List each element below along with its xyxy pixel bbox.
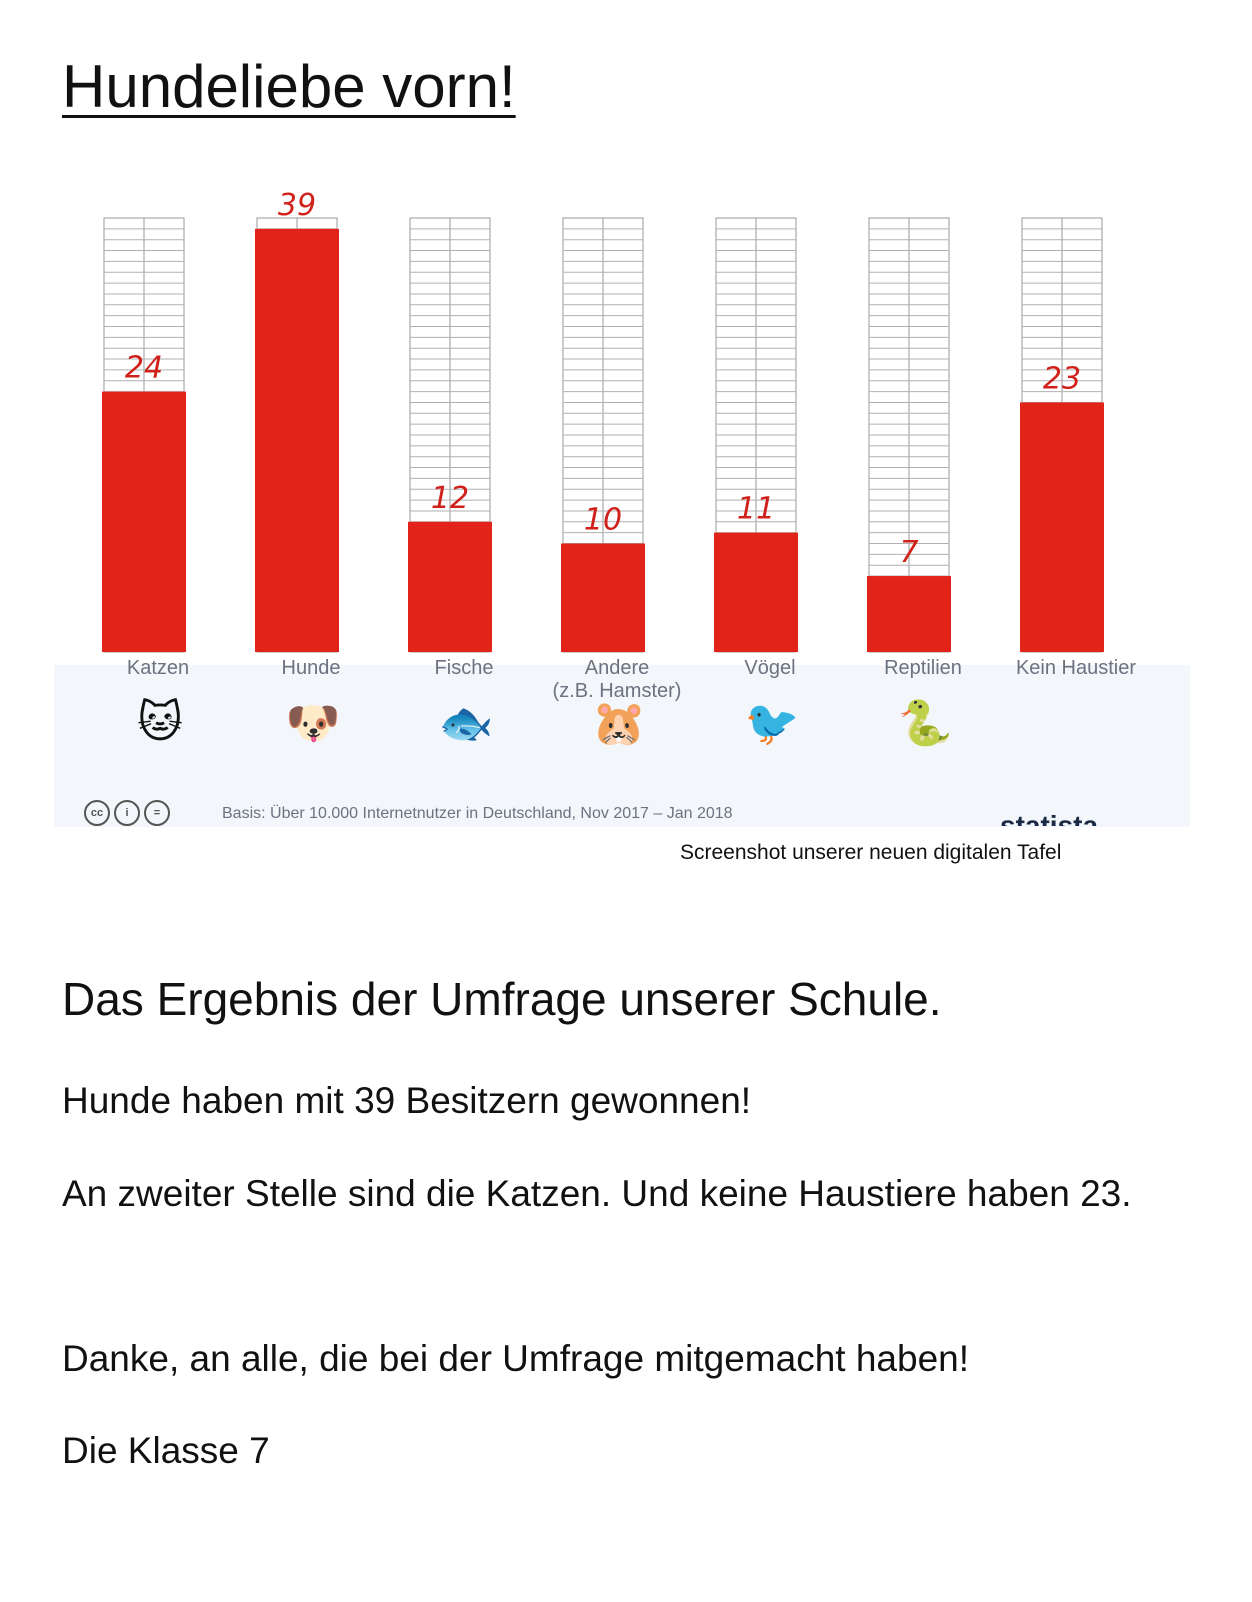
snake-icon: 🐍 bbox=[897, 699, 953, 748]
bar-column: 24 bbox=[102, 217, 186, 653]
hamster-icon: 🐹 bbox=[591, 699, 647, 748]
fish-icon: 🐟 bbox=[438, 699, 494, 748]
category-label-andere: Andere (z.B. Hamster) bbox=[552, 657, 682, 702]
bar-column: 39 bbox=[255, 188, 339, 653]
category-label-kein-haustier: Kein Haustier bbox=[1015, 657, 1137, 679]
attribution-icon: i bbox=[114, 800, 140, 826]
category-label-fische: Fische bbox=[434, 657, 494, 679]
no-derivatives-icon: = bbox=[144, 800, 170, 826]
bar bbox=[102, 391, 186, 652]
bar-column: 23 bbox=[1020, 217, 1104, 653]
pet-survey-chart: 24 39 12 10 11 7 23 Katzen Hunde Fische Andere… bbox=[54, 188, 1190, 827]
category-label-hunde: Hunde bbox=[281, 657, 341, 679]
bar bbox=[255, 228, 339, 652]
page-title: Hundeliebe vorn! bbox=[62, 53, 516, 120]
bar-column: 10 bbox=[561, 217, 645, 653]
paragraph-signature: Die Klasse 7 bbox=[62, 1430, 270, 1471]
paragraph-second-place: An zweiter Stelle sind die Katzen. Und k… bbox=[62, 1173, 1132, 1214]
bar-value-label: 12 bbox=[431, 481, 469, 516]
bar-value-label: 39 bbox=[278, 188, 316, 223]
bar bbox=[561, 543, 645, 652]
bar bbox=[714, 532, 798, 652]
chart-footer-band bbox=[54, 665, 1190, 827]
cat-icon: 🐱 bbox=[137, 698, 183, 747]
bar-column: 7 bbox=[867, 217, 951, 653]
dog-icon: 🐶 bbox=[285, 699, 341, 748]
image-caption: Screenshot unserer neuen digitalen Tafel bbox=[680, 841, 1062, 864]
bar bbox=[1020, 402, 1104, 652]
bar-value-label: 23 bbox=[1043, 361, 1081, 396]
category-label-reptilien: Reptilien bbox=[884, 657, 962, 679]
brand-logo: statista bbox=[1000, 812, 1098, 826]
bar-value-label: 10 bbox=[584, 503, 622, 538]
paragraph-thanks: Danke, an alle, die bei der Umfrage mitg… bbox=[62, 1338, 970, 1379]
bar-column: 12 bbox=[408, 217, 492, 653]
license-icons: cc i = bbox=[84, 800, 170, 826]
bar-column: 11 bbox=[714, 217, 798, 653]
result-heading: Das Ergebnis der Umfrage unserer Schule. bbox=[62, 973, 942, 1025]
bar-value-label: 11 bbox=[737, 492, 775, 527]
bird-icon: 🐦 bbox=[744, 699, 800, 748]
category-label-voegel: Vögel bbox=[744, 657, 796, 679]
bar-value-label: 24 bbox=[125, 351, 163, 386]
bar bbox=[867, 576, 951, 652]
category-label-katzen: Katzen bbox=[126, 657, 190, 679]
bar-value-label: 7 bbox=[899, 535, 918, 570]
chart-canvas: 24 39 12 10 11 7 23 bbox=[102, 188, 1104, 653]
source-note: Basis: Über 10.000 Internetnutzer in Deu… bbox=[222, 805, 733, 822]
cc-license-icon: cc bbox=[84, 800, 110, 826]
paragraph-winner: Hunde haben mit 39 Besitzern gewonnen! bbox=[62, 1080, 752, 1121]
bar bbox=[408, 521, 492, 652]
